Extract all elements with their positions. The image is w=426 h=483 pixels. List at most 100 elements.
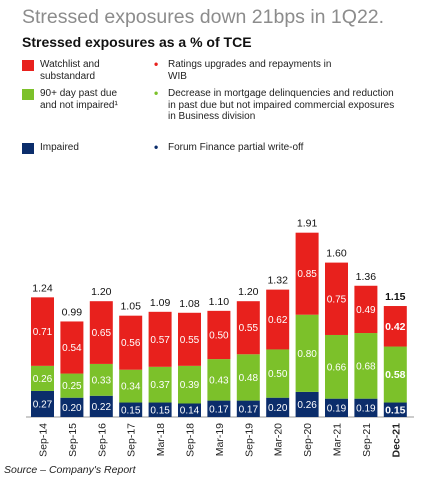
bar-impaired-mar-21 xyxy=(325,398,348,417)
legend-note-bullet-watchlist: • xyxy=(154,57,159,71)
segment-label-impaired-sep-21: 0.19 xyxy=(356,403,376,414)
segment-label-impaired-sep-19: 0.17 xyxy=(239,404,259,415)
segment-label-watchlist-and-substandard-sep-20: 0.85 xyxy=(297,269,317,280)
x-tick-label-mar-20: Mar-20 xyxy=(273,423,285,456)
segment-label-impaired-mar-20: 0.20 xyxy=(268,403,288,414)
bar-90-day-past-due-and-not-impaired-sep-16 xyxy=(89,363,113,396)
total-label-mar-20: 1.32 xyxy=(267,275,288,287)
bar-watchlist-and-substandard-sep-14 xyxy=(31,297,54,366)
segment-label-watchlist-and-substandard-sep-21: 0.49 xyxy=(356,305,376,316)
total-label-sep-17: 1.05 xyxy=(120,301,141,313)
x-tick-label-sep-14: Sep-14 xyxy=(38,423,50,457)
total-label-sep-14: 1.24 xyxy=(32,282,53,294)
segment-label-90-day-past-due-and-not-impaired-sep-19: 0.48 xyxy=(239,373,259,384)
bar-90-day-past-due-and-not-impaired-dec-21 xyxy=(383,346,407,403)
legend-note-bullet-past-due: • xyxy=(154,86,159,100)
total-label-mar-21: 1.60 xyxy=(326,248,347,260)
bar-impaired-sep-16 xyxy=(89,395,113,417)
segment-label-watchlist-and-substandard-sep-14: 0.71 xyxy=(33,327,53,338)
legend-note-impaired: Forum Finance partial write-off xyxy=(168,142,304,153)
segment-label-watchlist-and-substandard-dec-21: 0.42 xyxy=(385,321,406,333)
total-label-dec-21: 1.15 xyxy=(385,291,406,303)
x-tick-label-sep-20: Sep-20 xyxy=(302,423,314,457)
legend-label-watchlist: Watchlist and substandard xyxy=(40,59,100,82)
x-tick-label-dec-21: Dec-21 xyxy=(390,423,402,458)
segment-label-watchlist-and-substandard-mar-20: 0.62 xyxy=(268,315,288,326)
bar-90-day-past-due-and-not-impaired-mar-18 xyxy=(148,366,172,403)
segment-label-watchlist-and-substandard-sep-16: 0.65 xyxy=(92,328,112,339)
x-tick-label-mar-19: Mar-19 xyxy=(214,423,226,456)
bar-impaired-sep-20 xyxy=(295,391,319,417)
segment-label-90-day-past-due-and-not-impaired-mar-18: 0.37 xyxy=(150,380,170,391)
bar-watchlist-and-substandard-sep-21 xyxy=(354,285,378,334)
bar-watchlist-and-substandard-mar-21 xyxy=(325,262,348,335)
bar-impaired-mar-19 xyxy=(207,400,231,417)
segment-label-90-day-past-due-and-not-impaired-sep-20: 0.80 xyxy=(297,349,317,360)
total-label-sep-20: 1.91 xyxy=(297,218,318,230)
bar-impaired-mar-18 xyxy=(148,402,172,417)
bar-watchlist-and-substandard-sep-18 xyxy=(178,312,201,366)
bar-impaired-sep-14 xyxy=(31,390,54,417)
bar-90-day-past-due-and-not-impaired-mar-21 xyxy=(325,334,348,399)
segment-label-90-day-past-due-and-not-impaired-sep-21: 0.68 xyxy=(356,361,376,372)
legend-note-bullet-impaired: • xyxy=(154,140,159,154)
total-label-sep-21: 1.36 xyxy=(356,271,377,283)
segment-label-90-day-past-due-and-not-impaired-mar-21: 0.66 xyxy=(327,362,347,373)
bar-impaired-sep-17 xyxy=(119,402,143,417)
bar-90-day-past-due-and-not-impaired-mar-19 xyxy=(207,359,231,401)
segment-label-90-day-past-due-and-not-impaired-sep-14: 0.26 xyxy=(33,374,53,385)
bar-impaired-sep-15 xyxy=(60,397,84,417)
x-tick-label-sep-18: Sep-18 xyxy=(185,423,197,457)
bar-90-day-past-due-and-not-impaired-mar-20 xyxy=(266,349,290,398)
bar-watchlist-and-substandard-mar-18 xyxy=(148,311,172,367)
x-tick-label-sep-21: Sep-21 xyxy=(361,423,373,457)
segment-label-90-day-past-due-and-not-impaired-sep-18: 0.39 xyxy=(180,380,200,391)
bar-watchlist-and-substandard-sep-16 xyxy=(89,301,113,364)
bar-impaired-mar-20 xyxy=(266,397,290,417)
total-label-sep-16: 1.20 xyxy=(91,286,112,298)
segment-label-watchlist-and-substandard-mar-18: 0.57 xyxy=(150,335,170,346)
segment-label-impaired-dec-21: 0.15 xyxy=(385,404,406,416)
bar-watchlist-and-substandard-dec-21 xyxy=(383,306,407,347)
segment-label-90-day-past-due-and-not-impaired-dec-21: 0.58 xyxy=(385,369,406,381)
bar-impaired-sep-19 xyxy=(236,400,260,417)
bar-watchlist-and-substandard-sep-19 xyxy=(236,301,260,355)
bar-90-day-past-due-and-not-impaired-sep-15 xyxy=(60,373,84,398)
bar-watchlist-and-substandard-sep-17 xyxy=(119,315,143,370)
segment-label-watchlist-and-substandard-sep-17: 0.56 xyxy=(121,338,141,349)
segment-label-impaired-sep-15: 0.20 xyxy=(62,403,82,414)
chart-subtitle: Stressed exposures as a % of TCE xyxy=(22,34,252,50)
segment-label-90-day-past-due-and-not-impaired-mar-20: 0.50 xyxy=(268,369,288,380)
x-tick-label-sep-15: Sep-15 xyxy=(67,423,79,457)
legend-swatch-watchlist xyxy=(22,60,34,71)
segment-label-90-day-past-due-and-not-impaired-sep-15: 0.25 xyxy=(62,381,82,392)
headline: Stressed exposures down 21bps in 1Q22. xyxy=(22,6,385,28)
segment-label-90-day-past-due-and-not-impaired-sep-16: 0.33 xyxy=(92,375,112,386)
bar-watchlist-and-substandard-mar-20 xyxy=(266,289,290,350)
segment-label-impaired-mar-18: 0.15 xyxy=(150,405,170,416)
segment-label-watchlist-and-substandard-mar-19: 0.50 xyxy=(209,330,229,341)
bar-watchlist-and-substandard-sep-15 xyxy=(60,321,84,374)
segment-label-watchlist-and-substandard-mar-21: 0.75 xyxy=(327,294,347,305)
x-tick-label-sep-16: Sep-16 xyxy=(96,423,108,457)
x-tick-label-sep-17: Sep-17 xyxy=(126,423,138,457)
bar-impaired-sep-21 xyxy=(354,398,378,417)
bar-watchlist-and-substandard-sep-20 xyxy=(295,232,319,315)
bar-watchlist-and-substandard-mar-19 xyxy=(207,310,231,360)
segment-label-impaired-mar-19: 0.17 xyxy=(209,404,229,415)
segment-label-watchlist-and-substandard-sep-15: 0.54 xyxy=(62,343,82,354)
source-note: Source – Company's Report xyxy=(4,464,136,476)
x-tick-label-mar-18: Mar-18 xyxy=(155,423,167,456)
legend-note-past-due: Decrease in mortgage delinquencies and r… xyxy=(168,88,395,122)
x-tick-label-mar-21: Mar-21 xyxy=(332,423,344,456)
segment-label-impaired-sep-18: 0.14 xyxy=(180,406,200,417)
segment-label-watchlist-and-substandard-sep-18: 0.55 xyxy=(180,335,200,346)
segment-label-impaired-mar-21: 0.19 xyxy=(327,403,347,414)
legend-swatch-impaired xyxy=(22,143,34,154)
segment-label-90-day-past-due-and-not-impaired-sep-17: 0.34 xyxy=(121,382,141,393)
total-label-sep-18: 1.08 xyxy=(179,298,200,310)
bar-90-day-past-due-and-not-impaired-sep-14 xyxy=(31,365,54,391)
segment-label-watchlist-and-substandard-sep-19: 0.55 xyxy=(239,323,259,334)
segment-label-impaired-sep-20: 0.26 xyxy=(297,400,317,411)
